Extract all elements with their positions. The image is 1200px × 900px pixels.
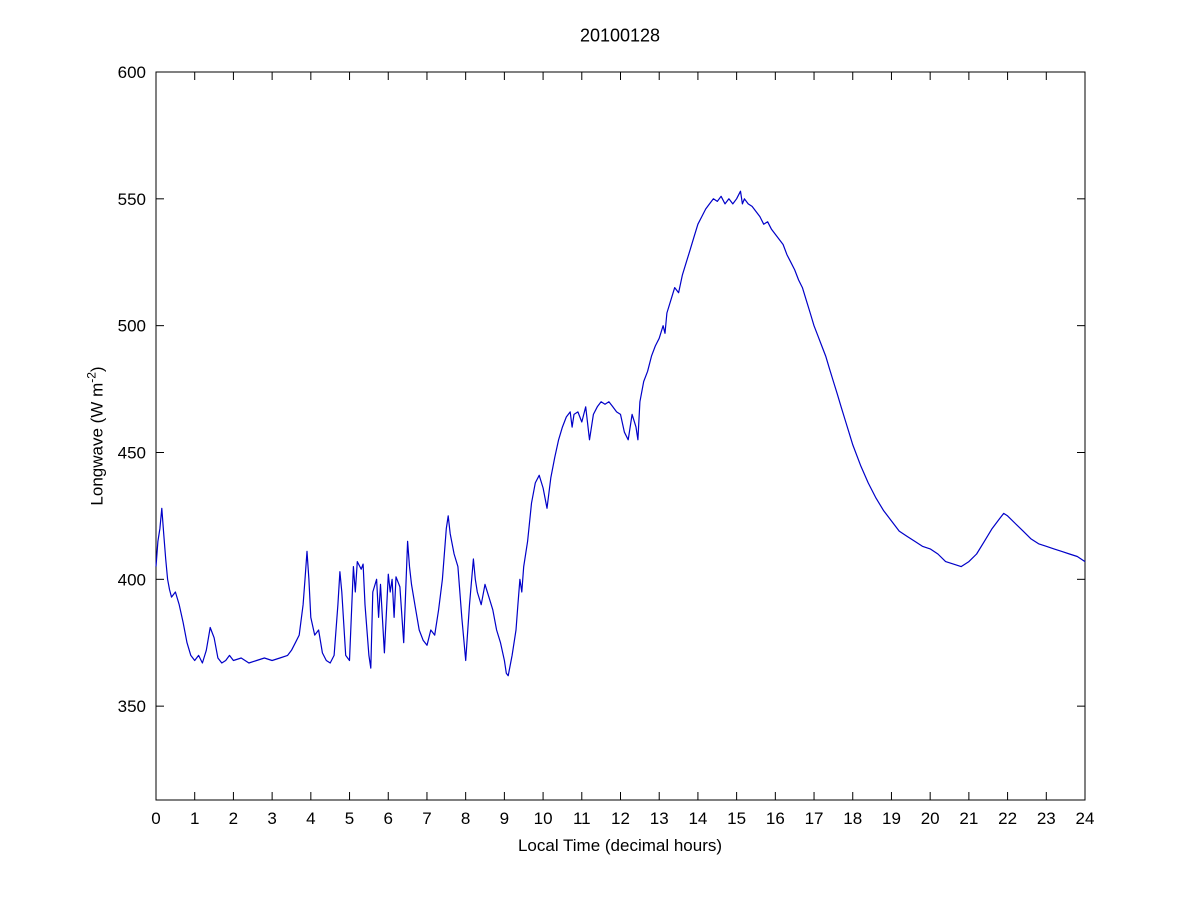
x-tick-label: 13 [650, 809, 669, 828]
x-tick-label: 6 [384, 809, 393, 828]
x-tick-label: 2 [229, 809, 238, 828]
x-tick-label: 0 [151, 809, 160, 828]
y-tick-label: 600 [118, 63, 146, 82]
data-series-line [155, 190, 1086, 677]
y-axis-label-superscript: -2 [84, 372, 99, 383]
x-tick-label: 1 [190, 809, 199, 828]
y-tick-label: 550 [118, 190, 146, 209]
x-tick-label: 22 [998, 809, 1017, 828]
x-tick-label: 16 [766, 809, 785, 828]
y-tick-label: 450 [118, 443, 146, 462]
chart-title: 20100128 [579, 25, 661, 46]
y-tick-label: 350 [118, 697, 146, 716]
y-tick-label: 400 [118, 570, 146, 589]
x-axis-label: Local Time (decimal hours) [517, 836, 723, 855]
x-tick-label: 24 [1076, 809, 1095, 828]
x-tick-label: 12 [611, 809, 630, 828]
x-tick-label: 3 [267, 809, 276, 828]
x-tick-label: 15 [727, 809, 746, 828]
x-tick-label: 10 [534, 809, 553, 828]
x-tick-label: 19 [882, 809, 901, 828]
x-tick-label: 14 [688, 809, 707, 828]
x-tick-label: 8 [461, 809, 470, 828]
axes-box [155, 71, 1086, 801]
x-tick-label: 17 [805, 809, 824, 828]
x-tick-label: 18 [843, 809, 862, 828]
y-axis-label: Longwave (W m-2) [85, 366, 108, 505]
y-axis-label-suffix: ) [87, 366, 107, 373]
y-tick-label: 500 [118, 317, 146, 336]
x-tick-label: 23 [1037, 809, 1056, 828]
x-tick-label: 11 [573, 809, 591, 828]
x-tick-label: 20 [921, 809, 940, 828]
x-tick-label: 9 [500, 809, 509, 828]
x-tick-label: 7 [422, 809, 431, 828]
x-tick-label: 4 [306, 809, 315, 828]
x-tick-label: 5 [345, 809, 354, 828]
y-axis-label-text: Longwave (W m [87, 382, 107, 506]
x-tick-label: 21 [959, 809, 978, 828]
